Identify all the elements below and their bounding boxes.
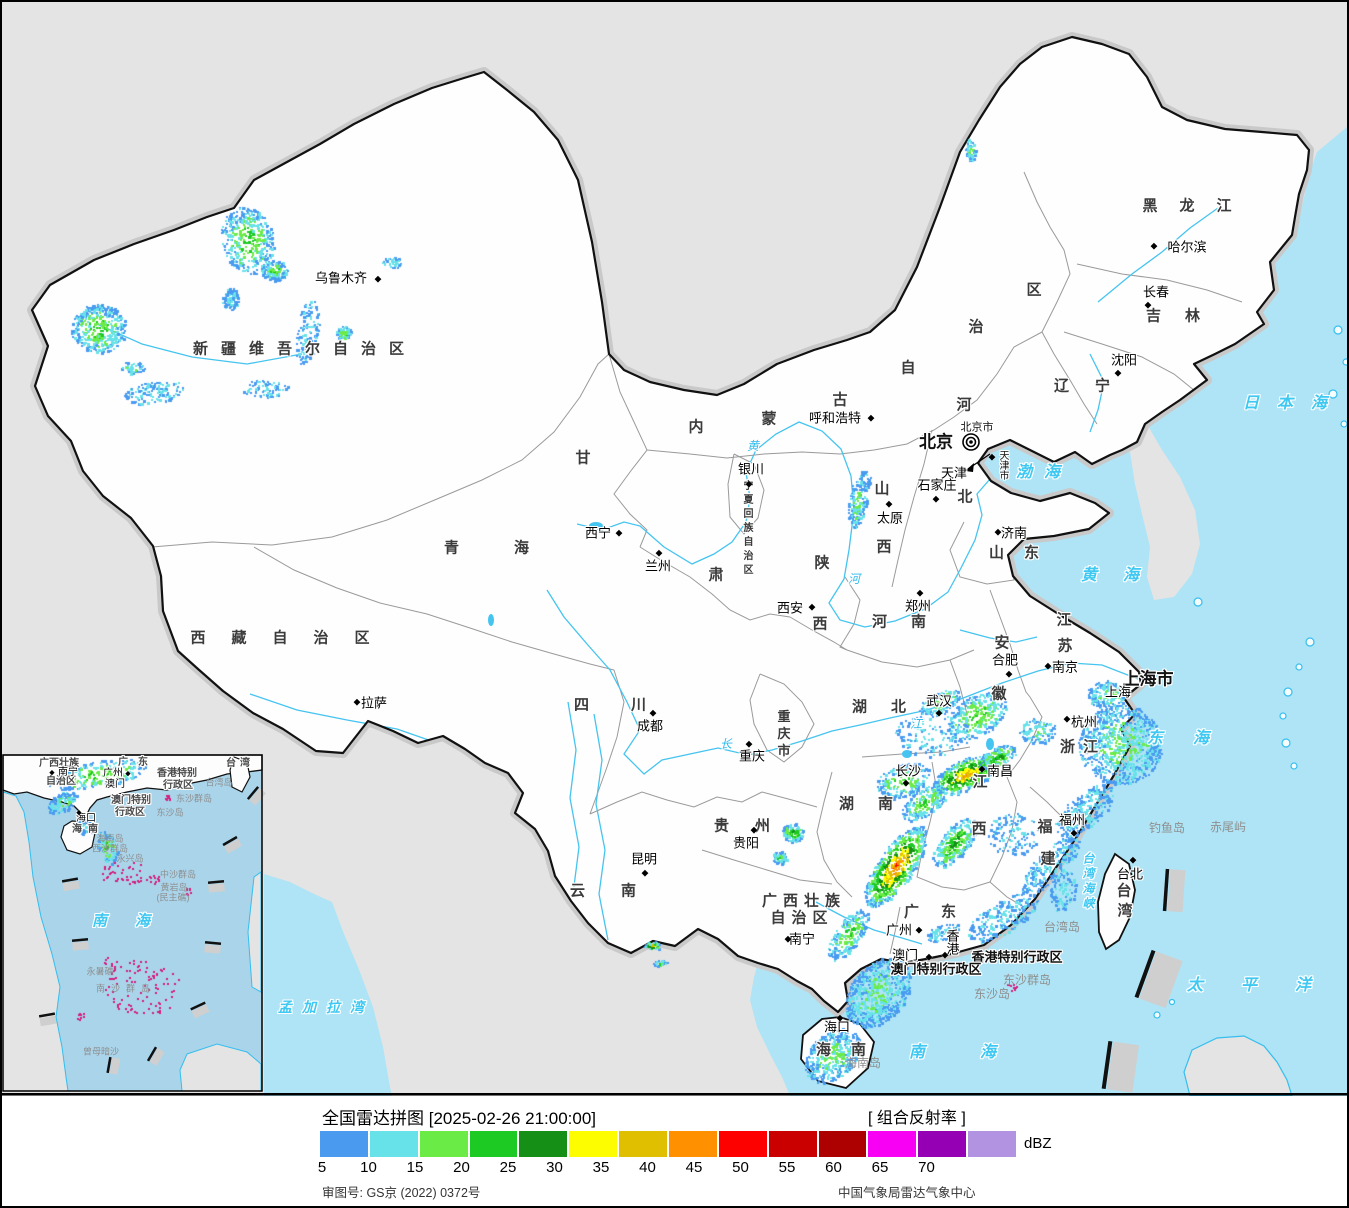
colorbar-tick-label: 20 [453, 1159, 470, 1176]
colorbar-cell [519, 1131, 568, 1157]
lake-poyang [986, 738, 994, 750]
colorbar-tick-label: 25 [499, 1159, 517, 1176]
colorbar-cell [718, 1131, 767, 1157]
south-china-sea-inset [2, 754, 266, 1092]
colorbar-tick-label: 40 [639, 1159, 656, 1176]
colorbar-cell [419, 1131, 468, 1157]
china-radar-map: 黑龙江 吉林 辽宁内蒙古自治区新疆维吾尔自治区甘肃宁夏回族自治区 青海 西藏自治区 四川重… [2, 2, 1347, 1096]
legend-unit: dBZ [1024, 1135, 1052, 1152]
colorbar-cell [619, 1131, 668, 1157]
colorbar-tick-label: 55 [778, 1159, 796, 1176]
colorbar-tick-label: 15 [406, 1159, 424, 1176]
legend-title: 全国雷达拼图 [2025-02-26 21:00:00] [322, 1109, 597, 1128]
lake-qinghai [589, 522, 603, 530]
capital-marker [962, 433, 980, 451]
colorbar-cell [868, 1131, 917, 1157]
colorbar-cell [569, 1131, 618, 1157]
colorbar-tick-label: 50 [732, 1159, 749, 1176]
lake-tibet [488, 614, 494, 626]
colorbar-tick-label: 35 [592, 1159, 610, 1176]
basemap [2, 2, 1347, 1096]
colorbar-tick-label: 45 [685, 1159, 703, 1176]
map-license-number: 审图号: GS京 (2022) 0372号 [322, 1186, 481, 1200]
colorbar-cell [818, 1131, 867, 1157]
colorbar-tick-labels: 5 10 15 20 25 30 35 40 45 50 55 60 65 70 [2, 1159, 1347, 1177]
colorbar-cell [669, 1131, 717, 1157]
colorbar-cell [968, 1131, 1017, 1157]
colorbar-tick-label: 10 [360, 1159, 377, 1176]
colorbar-tick-label: 60 [825, 1159, 842, 1176]
colorbar-tick-label: 30 [546, 1159, 563, 1176]
legend-product-label: [ 组合反射率 ] [868, 1110, 966, 1127]
reflectivity-colorbar [320, 1131, 1017, 1157]
colorbar-cell [369, 1131, 418, 1157]
colorbar-cell [768, 1131, 817, 1157]
lake-dongting [902, 750, 912, 758]
colorbar-tick-label: 70 [918, 1159, 935, 1176]
colorbar-cell [918, 1131, 967, 1157]
colorbar-cell [320, 1131, 368, 1157]
data-source-credit: 中国气象局雷达气象中心 [838, 1186, 976, 1200]
colorbar-tick-label: 65 [871, 1159, 889, 1176]
colorbar-tick-label: 5 [317, 1159, 327, 1176]
colorbar-cell [469, 1131, 518, 1157]
legend: 全国雷达拼图 [2025-02-26 21:00:00] [ 组合反射率 ] 5… [2, 1096, 1347, 1206]
